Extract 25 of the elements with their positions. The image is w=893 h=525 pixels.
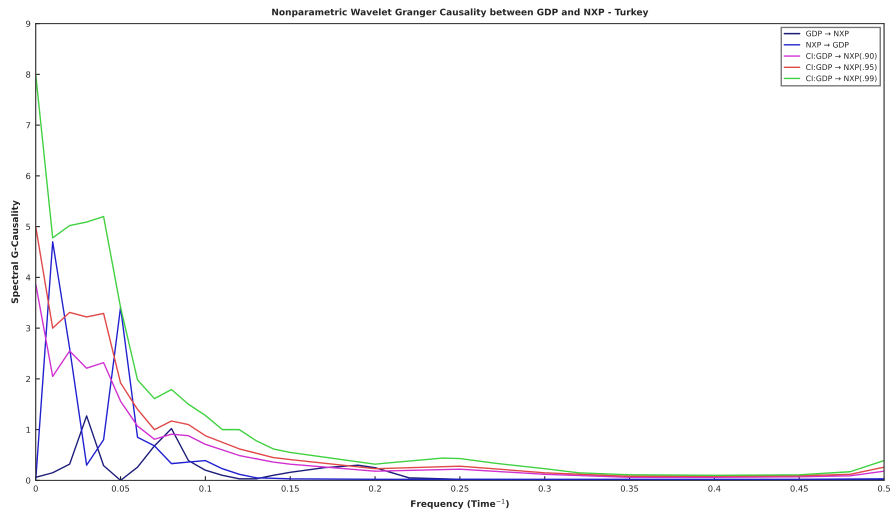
- y-tick-label: 8: [26, 71, 30, 78]
- y-tick-label: 0: [26, 477, 30, 484]
- x-tick-label: 0.05: [112, 485, 130, 492]
- x-tick-label: 0.5: [878, 485, 890, 492]
- chart-title: Nonparametric Wavelet Granger Causality between GDP and NXP - Turkey: [272, 8, 648, 18]
- y-tick-label: 6: [26, 172, 30, 180]
- y-tick-label: 1: [26, 426, 30, 433]
- x-tick-label: 0.25: [451, 485, 468, 492]
- x-tick-label: 0: [34, 485, 38, 492]
- y-tick-label: 9: [26, 20, 30, 27]
- x-tick-label: 0.3: [538, 485, 551, 492]
- x-tick-label: 0.45: [790, 485, 808, 492]
- x-tick-label: 0.15: [281, 485, 299, 492]
- x-tick-label: 0.4: [708, 485, 721, 492]
- x-tick-label: 0.35: [620, 485, 638, 492]
- y-tick-label: 7: [26, 122, 30, 128]
- y-tick-label: 2: [26, 376, 30, 382]
- x-axis-title: Frequency (Time$^{−1}$): [411, 498, 509, 509]
- y-tick-label: 4: [26, 274, 30, 281]
- x-tick-label: 0.1: [199, 485, 212, 492]
- x-tick-label: 0.2: [368, 485, 381, 492]
- y-tick-label: 3: [26, 325, 30, 332]
- y-axis-title: Spectral G-Causality: [11, 200, 20, 304]
- line-series: [36, 283, 884, 478]
- y-tick-label: 5: [26, 224, 30, 230]
